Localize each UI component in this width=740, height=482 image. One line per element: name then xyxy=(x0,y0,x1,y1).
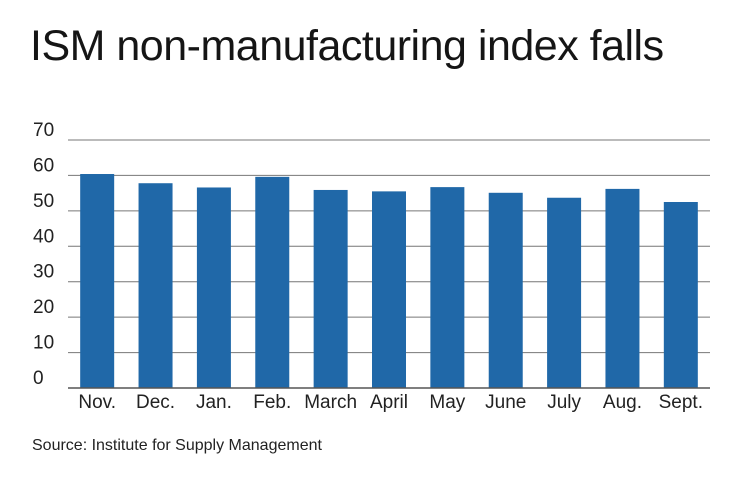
x-tick-label: Nov. xyxy=(78,392,116,413)
bar xyxy=(372,191,406,388)
y-axis-ticks: 0 10 20 30 40 50 60 70 xyxy=(33,120,54,389)
bar xyxy=(138,183,173,388)
x-tick-label: Dec. xyxy=(136,392,175,413)
x-tick-label: Aug. xyxy=(603,392,642,413)
bar xyxy=(488,192,523,388)
bar xyxy=(255,176,290,388)
x-tick-label: April xyxy=(370,392,408,413)
y-tick-label: 10 xyxy=(33,333,54,354)
bar xyxy=(196,187,231,388)
x-tick-label: July xyxy=(547,392,581,413)
bar xyxy=(547,197,582,388)
y-tick-label: 0 xyxy=(33,368,44,389)
x-tick-label: Jan. xyxy=(196,392,232,413)
y-tick-label: 70 xyxy=(33,120,54,141)
chart-title: ISM non-manufacturing index falls xyxy=(30,22,664,70)
bar xyxy=(663,202,698,388)
bars xyxy=(80,174,698,388)
y-tick-label: 60 xyxy=(33,155,54,176)
x-axis-ticks: Nov. Dec. Jan. Feb. March April May June July Aug… xyxy=(78,392,703,413)
y-tick-label: 20 xyxy=(33,297,54,318)
bar xyxy=(605,188,640,388)
bar xyxy=(80,174,115,388)
x-tick-label: May xyxy=(429,392,465,413)
x-tick-label: June xyxy=(485,392,526,413)
y-tick-label: 50 xyxy=(33,191,54,212)
source-note: Source: Institute for Supply Management xyxy=(32,437,322,454)
bar xyxy=(430,187,465,388)
x-tick-label: Feb. xyxy=(253,392,291,413)
y-tick-label: 40 xyxy=(33,226,54,247)
x-tick-label: March xyxy=(304,392,357,413)
bar xyxy=(313,189,348,388)
x-tick-label: Sept. xyxy=(659,392,703,413)
y-tick-label: 30 xyxy=(33,262,54,283)
